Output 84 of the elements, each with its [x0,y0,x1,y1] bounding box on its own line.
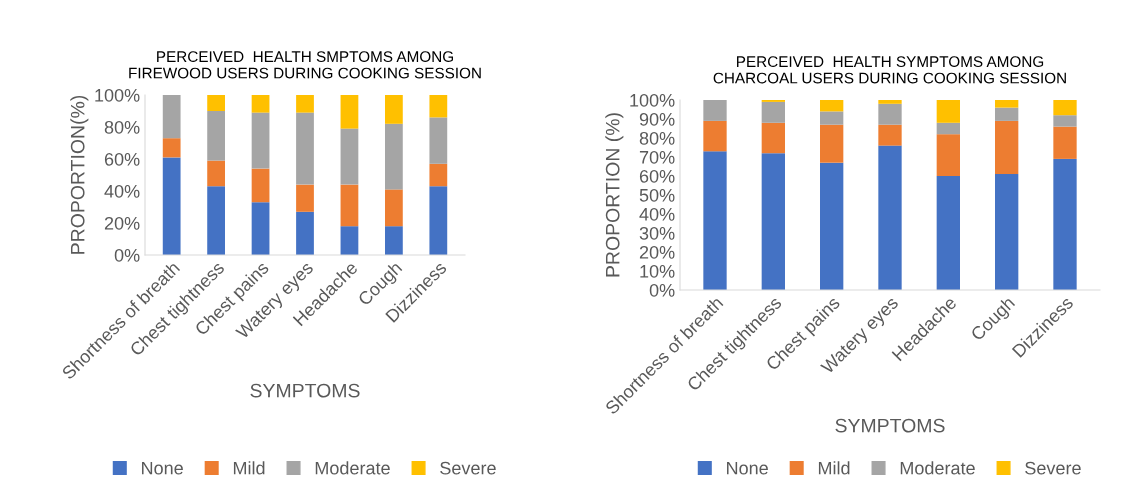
bar [162,138,181,158]
legend-label: None [142,461,183,475]
y-axis-title: PROPORTION(%) [70,95,89,254]
bar [385,189,403,227]
y-tick-label: 20% [639,245,675,259]
y-tick-label: 60% [104,152,140,166]
bar [936,122,960,135]
bar [296,95,314,113]
bar [995,120,1019,175]
bar [429,163,448,187]
chart-title: PERCEIVED HEALTH SYMPTOMS AMONG CHARCOAL USERS DURING COOKING SESSION [713,56,1066,84]
bar [429,95,448,118]
y-tick-label: 40% [104,184,140,198]
bar [1053,115,1077,127]
legend-label: Severe [1025,461,1081,475]
x-axis-title: SYMPTOMS [835,418,945,433]
bar [878,124,902,146]
y-tick-label: 10% [640,264,675,278]
chart-title: PERCEIVED HEALTH SMPTOMS AMONG FIREWOOD USERS DURING COOKING SESSION [129,51,481,79]
bar [820,162,844,290]
bar [296,112,314,185]
bar [820,111,844,125]
legend-label: Mild [818,461,850,475]
bar [761,153,785,290]
bar [1053,158,1077,290]
bar [936,176,960,290]
y-tick-label: 0% [649,283,675,297]
y-tick-label: 70% [639,150,675,164]
bar [296,211,314,255]
bar [878,100,902,104]
bar [207,95,225,111]
bar [251,95,270,113]
bar [703,151,727,290]
bar [251,112,270,169]
y-tick-label: 80% [104,120,140,134]
bar [207,111,225,161]
y-tick-label: 80% [639,131,675,145]
bar [995,107,1019,121]
bar [296,184,314,212]
y-tick-label: 40% [639,207,675,221]
legend-label: Moderate [315,461,390,475]
y-tick-label: 100% [630,93,675,107]
bar [995,100,1019,108]
bar [820,100,844,112]
bar [162,157,181,255]
bar [340,184,359,227]
bar [995,174,1019,290]
y-tick-label: 20% [104,216,140,230]
y-axis-title: PROPORTION (%) [605,113,624,277]
bar [207,186,225,255]
bar [340,95,359,129]
bar [703,120,727,152]
bar [820,124,844,163]
bar [429,117,448,164]
bar [878,103,902,125]
bar [429,186,448,255]
bar [385,123,403,190]
legend-label: Mild [233,461,265,475]
y-tick-label: 90% [639,112,675,126]
y-tick-label: 0% [114,248,140,262]
y-tick-label: 100% [95,88,140,102]
bar [251,168,270,203]
bar [385,95,403,124]
legend-label: Moderate [900,461,975,475]
y-tick-label: 30% [639,226,675,240]
legend-label: Severe [440,461,496,475]
bar [340,226,359,255]
bar [1053,100,1077,116]
bar [878,145,902,290]
x-axis-title: SYMPTOMS [250,383,360,398]
bar [761,122,785,154]
bar [703,100,727,121]
bar [385,226,403,255]
bar [207,160,225,187]
bar [761,101,785,123]
bar [162,95,181,139]
legend-label: None [727,461,768,475]
bar [251,202,270,255]
y-tick-label: 50% [639,188,675,202]
bar [340,128,359,185]
bar [936,134,960,176]
y-tick-label: 60% [639,169,675,183]
bar [936,100,960,123]
bar [1053,126,1077,159]
